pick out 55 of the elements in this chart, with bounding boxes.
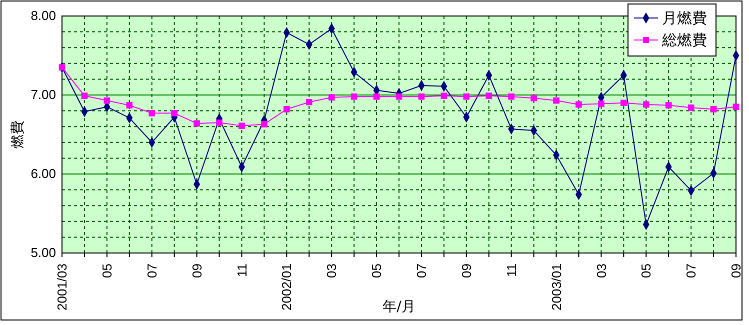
x-tick-label: 05: [638, 264, 654, 278]
point: [126, 102, 133, 108]
point: [238, 122, 245, 129]
x-tick-label: 2003/01: [548, 264, 564, 310]
y-tick-label: 8.00: [30, 8, 56, 24]
point: [171, 110, 178, 116]
point: [284, 106, 290, 112]
x-tick-label: 09: [458, 264, 474, 278]
point: [665, 102, 672, 108]
y-axis-title: 燃費: [10, 120, 26, 148]
point: [216, 119, 222, 126]
point: [81, 92, 88, 99]
point: [148, 110, 156, 116]
point: [328, 94, 335, 101]
x-tick-label: 09: [728, 264, 744, 278]
point: [350, 93, 358, 100]
point: [440, 92, 448, 99]
point: [710, 106, 717, 112]
point: [306, 98, 312, 106]
x-tick-label: 07: [414, 264, 430, 278]
point: [463, 93, 470, 100]
y-tick-label: 6.00: [30, 166, 56, 182]
x-tick-label: 07: [684, 264, 699, 278]
x-tick-label: 11: [234, 264, 250, 277]
y-tick-label: 5.00: [30, 245, 56, 260]
point: [688, 104, 694, 111]
point: [553, 97, 560, 104]
point: [58, 64, 66, 71]
point: [396, 93, 402, 100]
x-tick-label: 2002/01: [279, 264, 294, 310]
point: [418, 93, 425, 100]
point: [508, 93, 514, 100]
point: [576, 101, 582, 108]
x-tick-label: 11: [504, 264, 519, 277]
point: [261, 121, 268, 128]
x-tick-label: 07: [144, 264, 160, 278]
point: [373, 93, 380, 100]
legend-label: 月燃費: [662, 9, 707, 27]
point: [642, 101, 650, 108]
x-axis-title: 年/月: [382, 299, 416, 315]
y-tick-label: 7.00: [30, 87, 56, 102]
point: [598, 100, 604, 107]
point: [486, 92, 492, 99]
point: [194, 120, 200, 127]
point: [620, 100, 627, 106]
x-tick-label: 03: [594, 264, 609, 278]
point: [732, 104, 740, 110]
legend-label: 総燃費: [661, 31, 707, 49]
x-tick-label: 05: [369, 264, 384, 278]
x-tick-label: 05: [99, 264, 114, 278]
x-tick-label: 09: [189, 264, 204, 278]
x-tick-label: 2001/03: [54, 264, 70, 310]
x-tick-label: 03: [324, 264, 340, 278]
point: [530, 95, 537, 102]
point: [104, 97, 110, 104]
